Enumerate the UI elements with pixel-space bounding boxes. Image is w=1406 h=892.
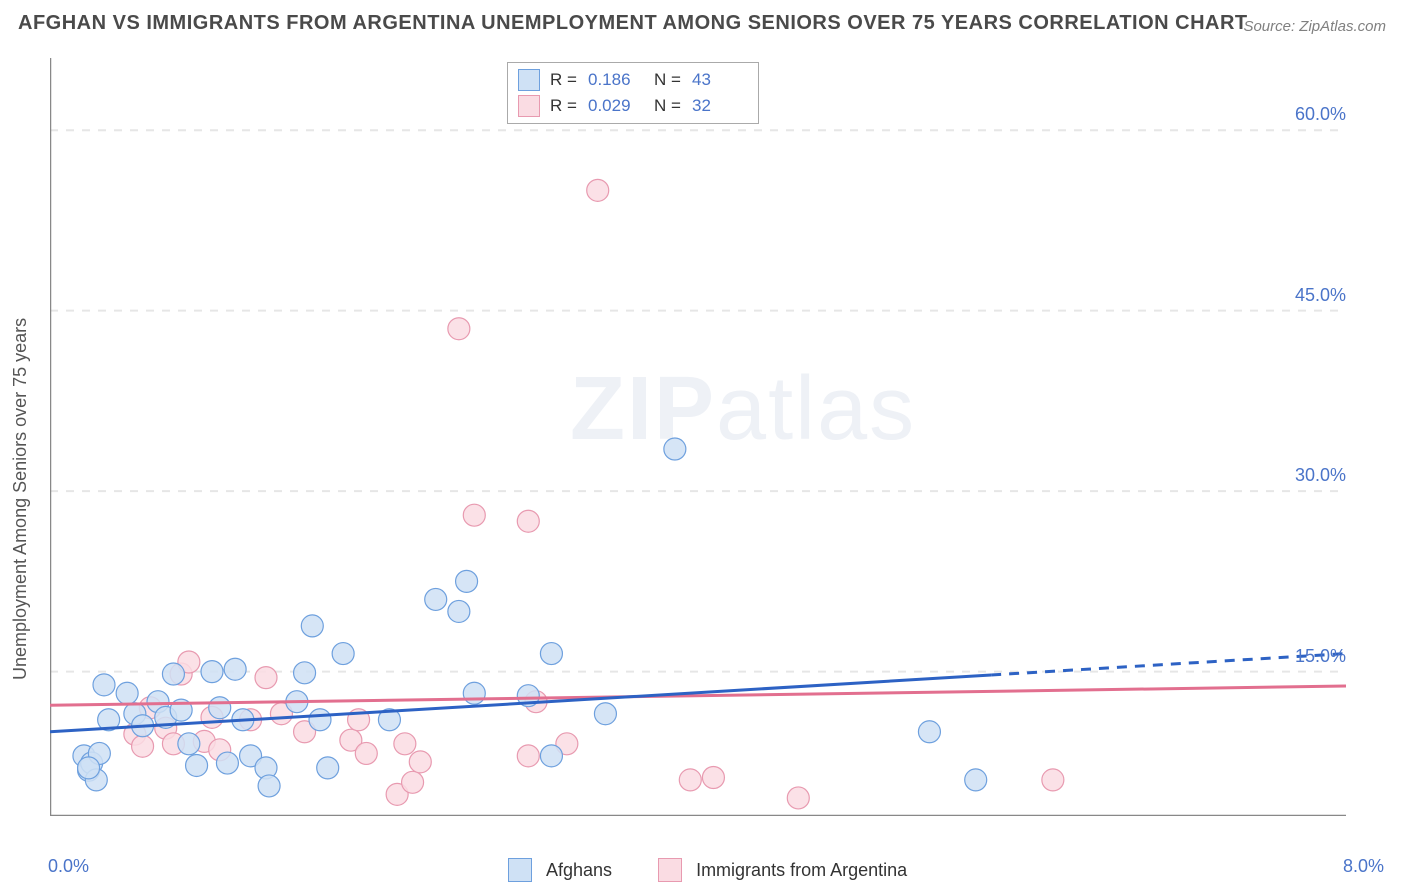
legend-R-label: R = — [550, 70, 578, 90]
plot-area: ZIPatlas 15.0%30.0%45.0%60.0% — [50, 58, 1346, 816]
legend-N-label: N = — [654, 96, 682, 116]
legend-label-argentina: Immigrants from Argentina — [696, 860, 907, 881]
legend-label-afghans: Afghans — [546, 860, 612, 881]
legend-series: Afghans Immigrants from Argentina — [508, 858, 907, 882]
legend-R-argentina: 0.029 — [588, 96, 644, 116]
legend-swatch-argentina — [518, 95, 540, 117]
legend-N-label: N = — [654, 70, 682, 90]
legend-stats: R = 0.186 N = 43 R = 0.029 N = 32 — [507, 62, 759, 124]
y-tick-label: 15.0% — [1286, 646, 1346, 667]
chart-title: AFGHAN VS IMMIGRANTS FROM ARGENTINA UNEM… — [18, 12, 1248, 35]
source-label: Source: ZipAtlas.com — [1243, 18, 1386, 35]
y-tick-label: 45.0% — [1286, 285, 1346, 306]
legend-N-afghans: 43 — [692, 70, 748, 90]
legend-stats-row-argentina: R = 0.029 N = 32 — [518, 93, 748, 119]
legend-R-afghans: 0.186 — [588, 70, 644, 90]
legend-R-label: R = — [550, 96, 578, 116]
legend-N-argentina: 32 — [692, 96, 748, 116]
x-axis-label-left: 0.0% — [48, 856, 89, 877]
y-tick-label: 60.0% — [1286, 104, 1346, 125]
y-axis-label: Unemployment Among Seniors over 75 years — [10, 318, 31, 680]
y-tick-label: 30.0% — [1286, 465, 1346, 486]
chart-svg — [50, 58, 1346, 816]
legend-swatch-argentina-b — [658, 858, 682, 882]
legend-swatch-afghans-b — [508, 858, 532, 882]
legend-stats-row-afghans: R = 0.186 N = 43 — [518, 67, 748, 93]
x-axis-label-right: 8.0% — [1343, 856, 1384, 877]
legend-swatch-afghans — [518, 69, 540, 91]
